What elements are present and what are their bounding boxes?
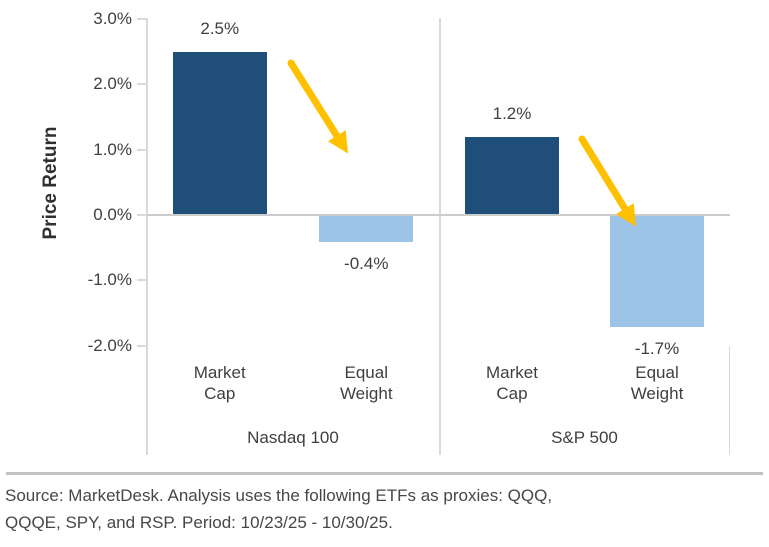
category-label-nasdaq-100-market-cap: Market Cap bbox=[193, 363, 246, 403]
bar-nasdaq-100-market-cap bbox=[172, 51, 267, 215]
y-tick-label-1-0-: 1.0% bbox=[93, 139, 132, 159]
source-note: Source: MarketDesk. Analysis uses the fo… bbox=[5, 482, 760, 536]
plot-area: 3.0% 2.0% 1.0% 0.0% -1.0% -2.0% 2.5% Market Cap… bbox=[87, 8, 730, 455]
group-label-s-p-500: S&P 500 bbox=[551, 428, 618, 447]
bar-s-p-500-equal-weight bbox=[610, 216, 704, 328]
value-label-nasdaq-100-market-cap: 2.5% bbox=[200, 18, 240, 38]
group-divider-line bbox=[439, 18, 441, 455]
y-tick-label--2-0-: -2.0% bbox=[87, 335, 132, 355]
bar-nasdaq-100-equal-weight bbox=[319, 216, 414, 243]
y-tick-mark bbox=[137, 83, 147, 86]
source-line-1: Source: MarketDesk. Analysis uses the fo… bbox=[5, 486, 553, 505]
zero-baseline bbox=[146, 214, 730, 216]
y-tick-mark bbox=[137, 17, 147, 20]
y-tick-label-2-0-: 2.0% bbox=[93, 74, 132, 94]
y-tick-label-0-0-: 0.0% bbox=[93, 205, 132, 224]
bar-s-p-500-market-cap bbox=[465, 136, 559, 215]
y-tick-mark bbox=[137, 344, 147, 347]
y-tick-mark bbox=[137, 214, 147, 216]
footer-divider bbox=[6, 472, 763, 475]
y-tick-label-3-0-: 3.0% bbox=[93, 8, 132, 28]
group-label-nasdaq-100: Nasdaq 100 bbox=[247, 428, 339, 447]
category-label-s-p-500-market-cap: Market Cap bbox=[486, 363, 538, 403]
source-line-2: QQQE, SPY, and RSP. Period: 10/23/25 - 1… bbox=[5, 513, 393, 532]
y-tick-label--1-0-: -1.0% bbox=[87, 270, 132, 290]
y-tick-mark bbox=[137, 279, 147, 282]
decline-arrow-icon-sp500 bbox=[578, 135, 636, 227]
category-label-s-p-500-equal-weight: Equal Weight bbox=[630, 363, 684, 403]
y-axis-line bbox=[146, 18, 148, 455]
value-label-s-p-500-market-cap: 1.2% bbox=[492, 103, 532, 123]
category-label-nasdaq-100-equal-weight: Equal Weight bbox=[339, 363, 393, 403]
value-label-s-p-500-equal-weight: -1.7% bbox=[634, 339, 680, 359]
right-axis-line bbox=[728, 346, 730, 455]
decline-arrow-icon-nasdaq bbox=[287, 59, 348, 154]
y-tick-mark bbox=[137, 148, 147, 151]
value-label-nasdaq-100-equal-weight: -0.4% bbox=[344, 254, 389, 274]
